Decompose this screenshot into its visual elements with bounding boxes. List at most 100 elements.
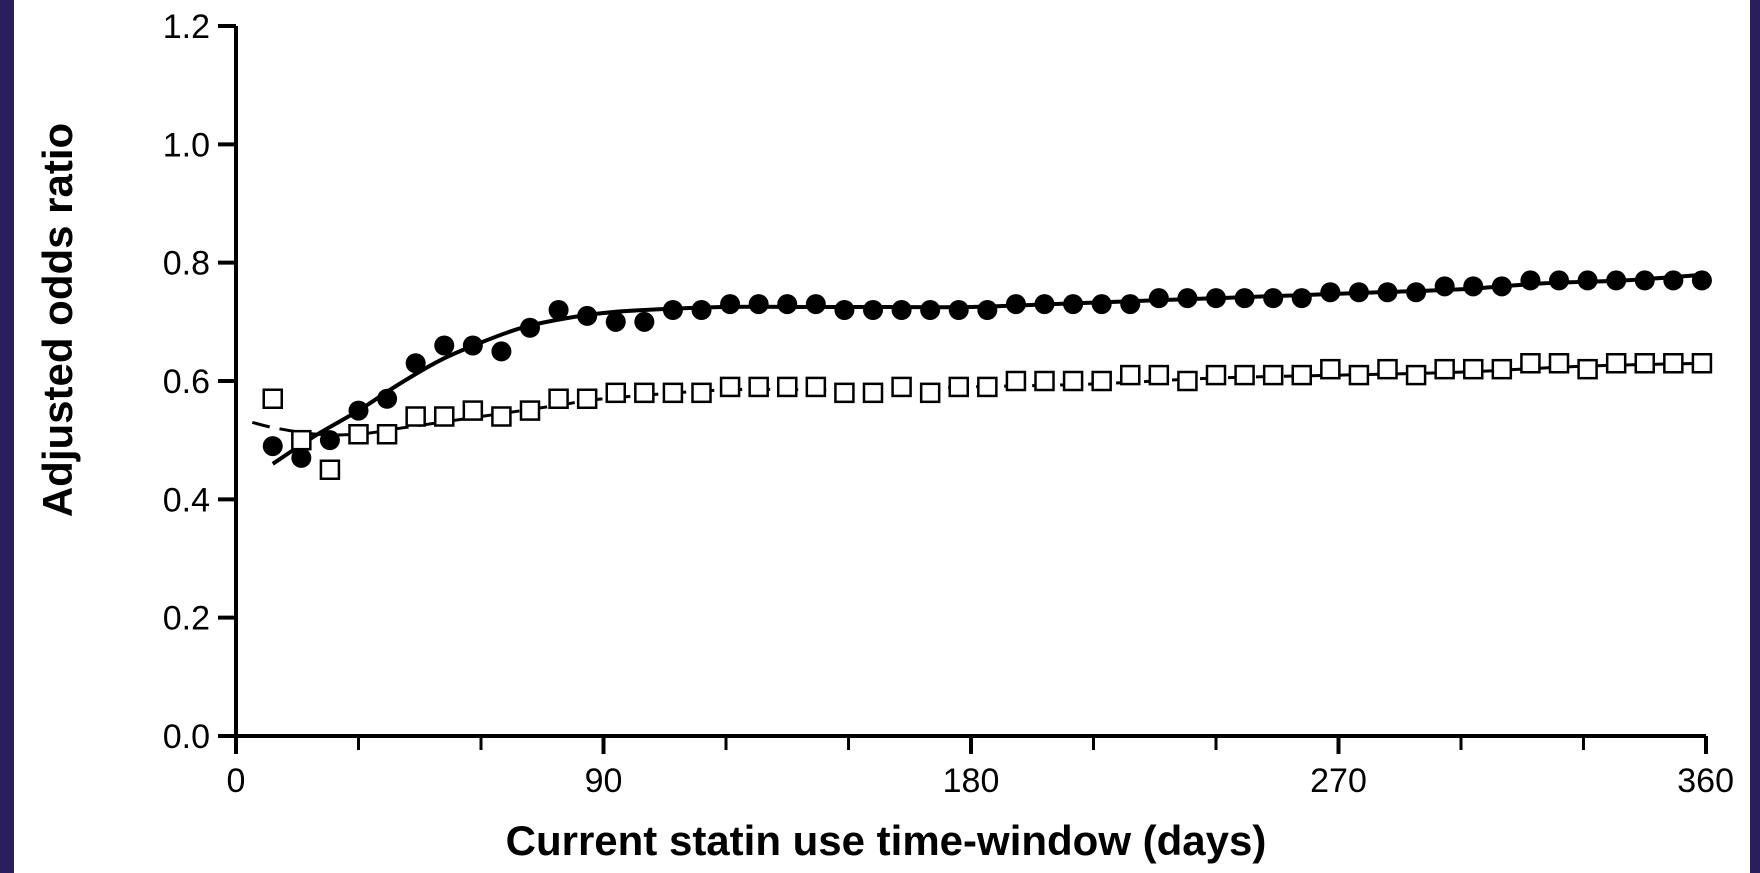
data-point-filled-circle (377, 388, 398, 409)
data-point-open-square (1605, 353, 1627, 374)
data-point-open-square (1377, 358, 1398, 380)
data-point-open-square (319, 459, 341, 480)
data-point-open-square (1120, 364, 1141, 386)
data-point-open-square (948, 376, 969, 398)
data-point-open-square (1062, 370, 1084, 392)
data-point-filled-circle (863, 300, 883, 320)
data-point-open-square (805, 376, 827, 398)
data-point-filled-circle (748, 294, 769, 315)
data-point-filled-circle (1348, 282, 1369, 303)
data-point-filled-circle (548, 300, 569, 320)
data-point-open-square (576, 388, 598, 409)
data-point-filled-circle (948, 300, 969, 320)
data-point-open-square (748, 376, 769, 398)
data-point-filled-circle (1691, 270, 1712, 291)
data-point-filled-circle (520, 317, 540, 338)
data-point-filled-circle (1320, 282, 1341, 303)
data-point-filled-circle (1520, 270, 1541, 291)
data-point-filled-circle (1377, 282, 1398, 303)
data-point-filled-circle (891, 300, 912, 320)
data-point-filled-circle (1549, 270, 1569, 291)
data-point-open-square (1663, 353, 1684, 374)
data-point-filled-circle (1463, 276, 1484, 297)
data-point-open-square (1634, 353, 1655, 374)
data-point-filled-circle (1606, 270, 1627, 291)
data-point-open-square (1148, 364, 1170, 386)
data-point-filled-circle (1634, 270, 1655, 291)
y-tick-label: 0.8 (163, 245, 210, 283)
data-point-open-square (291, 429, 312, 451)
y-tick-label: 0.6 (163, 363, 210, 401)
data-point-filled-circle (405, 353, 426, 374)
data-point-open-square (777, 376, 798, 398)
y-tick-label: 1.0 (163, 126, 210, 164)
data-point-filled-circle (348, 400, 369, 421)
x-tick-label: 90 (585, 762, 623, 800)
data-point-filled-circle (605, 311, 626, 332)
ticks: 0.0 0.2 0.4 0.6 0.8 1.0 1.2 0 90 180 270 360 (163, 8, 1734, 800)
data-point-open-square (1434, 358, 1455, 380)
data-point-filled-circle (1148, 288, 1169, 309)
data-point-filled-circle (1120, 294, 1141, 315)
data-point-open-square (1034, 370, 1055, 392)
data-point-filled-circle (1291, 288, 1312, 309)
data-point-filled-circle (777, 294, 798, 315)
data-point-filled-circle (1063, 294, 1084, 315)
data-point-filled-circle (920, 300, 941, 320)
data-point-open-square (691, 382, 712, 404)
y-tick-label: 0.2 (163, 600, 210, 638)
data-point-filled-circle (319, 430, 340, 451)
data-point-filled-circle (634, 311, 655, 332)
data-point-filled-circle (720, 294, 741, 315)
data-point-filled-circle (1434, 276, 1455, 297)
data-point-open-square (1548, 353, 1570, 374)
data-points (262, 270, 1713, 480)
data-point-open-square (1463, 358, 1484, 380)
data-point-filled-circle (1234, 288, 1255, 309)
chart-frame: 0.0 0.2 0.4 0.6 0.8 1.0 1.2 0 90 180 270 360 Curren… (14, 0, 1750, 873)
data-point-filled-circle (1091, 294, 1112, 315)
data-point-filled-circle (434, 335, 455, 356)
data-point-open-square (634, 382, 655, 404)
data-point-open-square (1262, 364, 1284, 386)
data-point-open-square (348, 424, 369, 445)
x-tick-label: 270 (1310, 762, 1367, 800)
data-point-open-square (862, 382, 884, 404)
trend-line-series-2 (251, 361, 1707, 437)
data-point-filled-circle (1034, 294, 1055, 315)
y-tick-label: 1.2 (163, 8, 210, 46)
data-point-open-square (405, 406, 426, 427)
data-point-filled-circle (1206, 288, 1226, 309)
data-point-open-square (1234, 364, 1255, 386)
x-tick-label: 180 (943, 762, 1000, 800)
axes (234, 26, 1706, 738)
data-point-filled-circle (834, 300, 855, 320)
data-point-filled-circle (1005, 294, 1026, 315)
data-point-open-square (977, 376, 998, 398)
data-point-open-square (719, 376, 741, 398)
odds-ratio-chart: 0.0 0.2 0.4 0.6 0.8 1.0 1.2 0 90 180 270 360 Curren… (34, 8, 1734, 864)
data-point-open-square (1491, 358, 1513, 380)
data-point-filled-circle (662, 300, 683, 320)
x-tick-label: 0 (227, 762, 246, 800)
data-point-open-square (262, 388, 283, 409)
y-axis-title: Adjusted odds ratio (34, 123, 81, 517)
data-point-open-square (1177, 370, 1198, 392)
data-point-open-square (434, 406, 455, 427)
data-point-filled-circle (805, 294, 826, 315)
data-point-filled-circle (577, 305, 598, 326)
data-point-open-square (1577, 358, 1598, 380)
data-point-filled-circle (691, 300, 712, 320)
data-point-filled-circle (1406, 282, 1427, 303)
data-point-filled-circle (1263, 288, 1284, 309)
y-tick-label: 0.0 (163, 718, 210, 756)
data-point-open-square (462, 400, 484, 421)
data-point-open-square (1405, 364, 1427, 386)
data-point-open-square (1691, 353, 1713, 374)
data-point-open-square (605, 382, 626, 404)
data-point-open-square (834, 382, 855, 404)
data-point-filled-circle (977, 300, 998, 320)
data-point-filled-circle (1177, 288, 1198, 309)
data-point-filled-circle (1663, 270, 1684, 291)
data-point-open-square (1520, 353, 1541, 374)
